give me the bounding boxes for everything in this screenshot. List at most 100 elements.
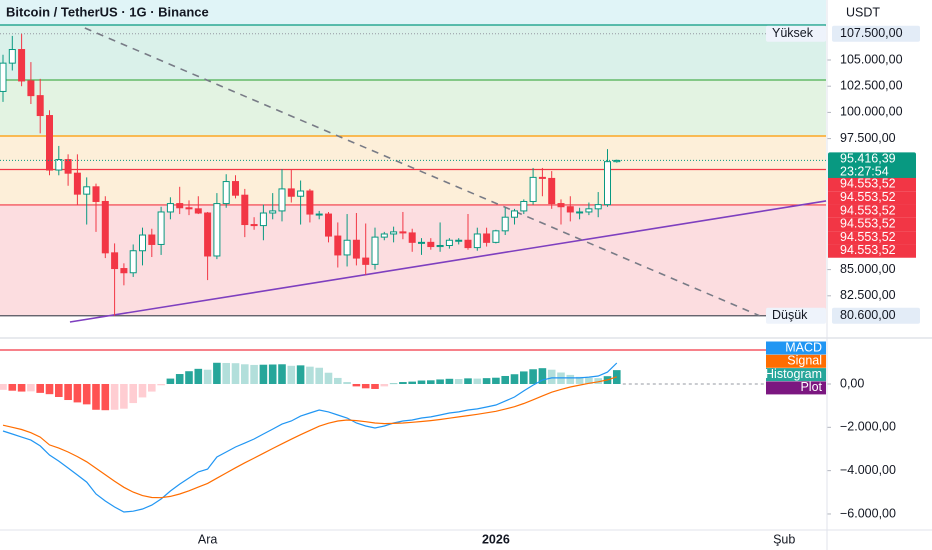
candle-body [445,239,453,246]
histogram-bar [464,378,472,384]
candle-body [492,230,500,243]
candle-body [222,181,230,205]
candle-body [538,176,546,179]
macd-line [2,362,618,513]
histogram-bar [259,364,268,384]
marker-tag: Yüksek [772,26,814,40]
histogram-bar [138,383,147,398]
layer: 82.500,00 85.000,00 97.500,00 100.000,00 102… [0,0,920,546]
histogram-bar [436,379,444,384]
histogram-bar [157,383,165,386]
candle-body [157,211,165,245]
histogram-bar [213,362,221,384]
candle-body [232,181,239,196]
candle-body [83,186,91,195]
currency: USDT [846,5,880,19]
candle-body [18,49,26,82]
histogram-bar [73,383,82,403]
histogram-bar [566,374,575,384]
last-price: 95.416,39 [840,152,896,166]
candle-body [139,234,146,252]
candle-body [129,250,137,274]
candle-body [278,188,286,212]
histogram-bar [250,364,258,384]
candle-body [194,208,202,214]
price-label-bg [828,244,916,258]
price-label: 94.553,52 [840,203,896,217]
histogram-bar [148,383,156,392]
y-tick-label: 102.500,00 [840,78,903,92]
histogram-bar [82,383,91,405]
legend-tag: Plot [800,380,822,394]
candle-body [46,115,53,171]
histogram-bar [55,383,63,397]
y-tick-label: 85.000,00 [840,262,896,276]
candle-body [120,268,128,274]
candle-body [111,252,119,270]
candle-body [613,159,621,163]
candle-body [27,80,35,97]
candle-body [241,194,249,226]
price-label-bg [828,204,916,218]
x-tick-label: Şub [773,532,795,546]
histogram-bar [36,383,44,393]
y-tick-label: −6.000,00 [840,506,896,520]
candle-body [325,213,332,237]
candle-body [213,203,221,257]
histogram-bar [501,375,509,384]
legend-tag-bg [766,368,826,382]
histogram-bar [203,369,212,384]
trendline [69,200,827,323]
candle-body [306,190,314,215]
y-tick-label: 82.500,00 [840,288,896,302]
candle-body [148,234,156,245]
candle-body [185,207,193,210]
candle-body [483,233,491,243]
candle-body [408,232,416,243]
marker-value-bg [832,25,920,42]
zone [0,80,826,136]
histogram-bar [529,369,537,384]
histogram-bar [547,369,556,384]
x-tick-label: 2026 [482,532,510,546]
candle-body [297,190,305,197]
histogram-bar [324,372,333,384]
candle-body [315,213,323,216]
candle-body [0,62,7,92]
candle-body [352,239,360,259]
candle-body [176,203,184,209]
histogram-bar [101,383,110,411]
legend-tag-bg [766,354,826,368]
histogram-bar [166,378,175,384]
marker-tag-bg [766,307,826,324]
candle-body [436,244,444,248]
price-label-bg [828,231,916,245]
candle-body [557,203,565,208]
candle-body [64,159,72,174]
y-tick-label: 105.000,00 [840,52,903,66]
candle-body [371,236,379,265]
candle-body [585,208,593,213]
candle-body [501,216,509,232]
histogram-bar [454,379,463,384]
price-label-bg [828,191,916,205]
histogram-bar [27,383,35,392]
histogram-bar [380,383,389,387]
histogram-bar [492,377,500,384]
candle-body [166,203,174,213]
histogram-bar [352,383,361,387]
histogram-bar [334,377,342,384]
histogram-bar [594,378,602,384]
price-label: 94.553,52 [840,217,896,231]
histogram-bar [110,383,119,410]
candle-body [343,239,351,256]
y-tick-label: 97.500,00 [840,131,896,145]
histogram-bar [538,368,547,384]
candle-body [418,241,425,244]
candle-body [101,200,109,254]
symbol-title: Bitcoin / TetherUS · 1G · Binance [6,4,209,19]
candle-body [259,212,267,227]
last-price-bg [828,152,916,181]
histogram-bar [120,383,128,409]
